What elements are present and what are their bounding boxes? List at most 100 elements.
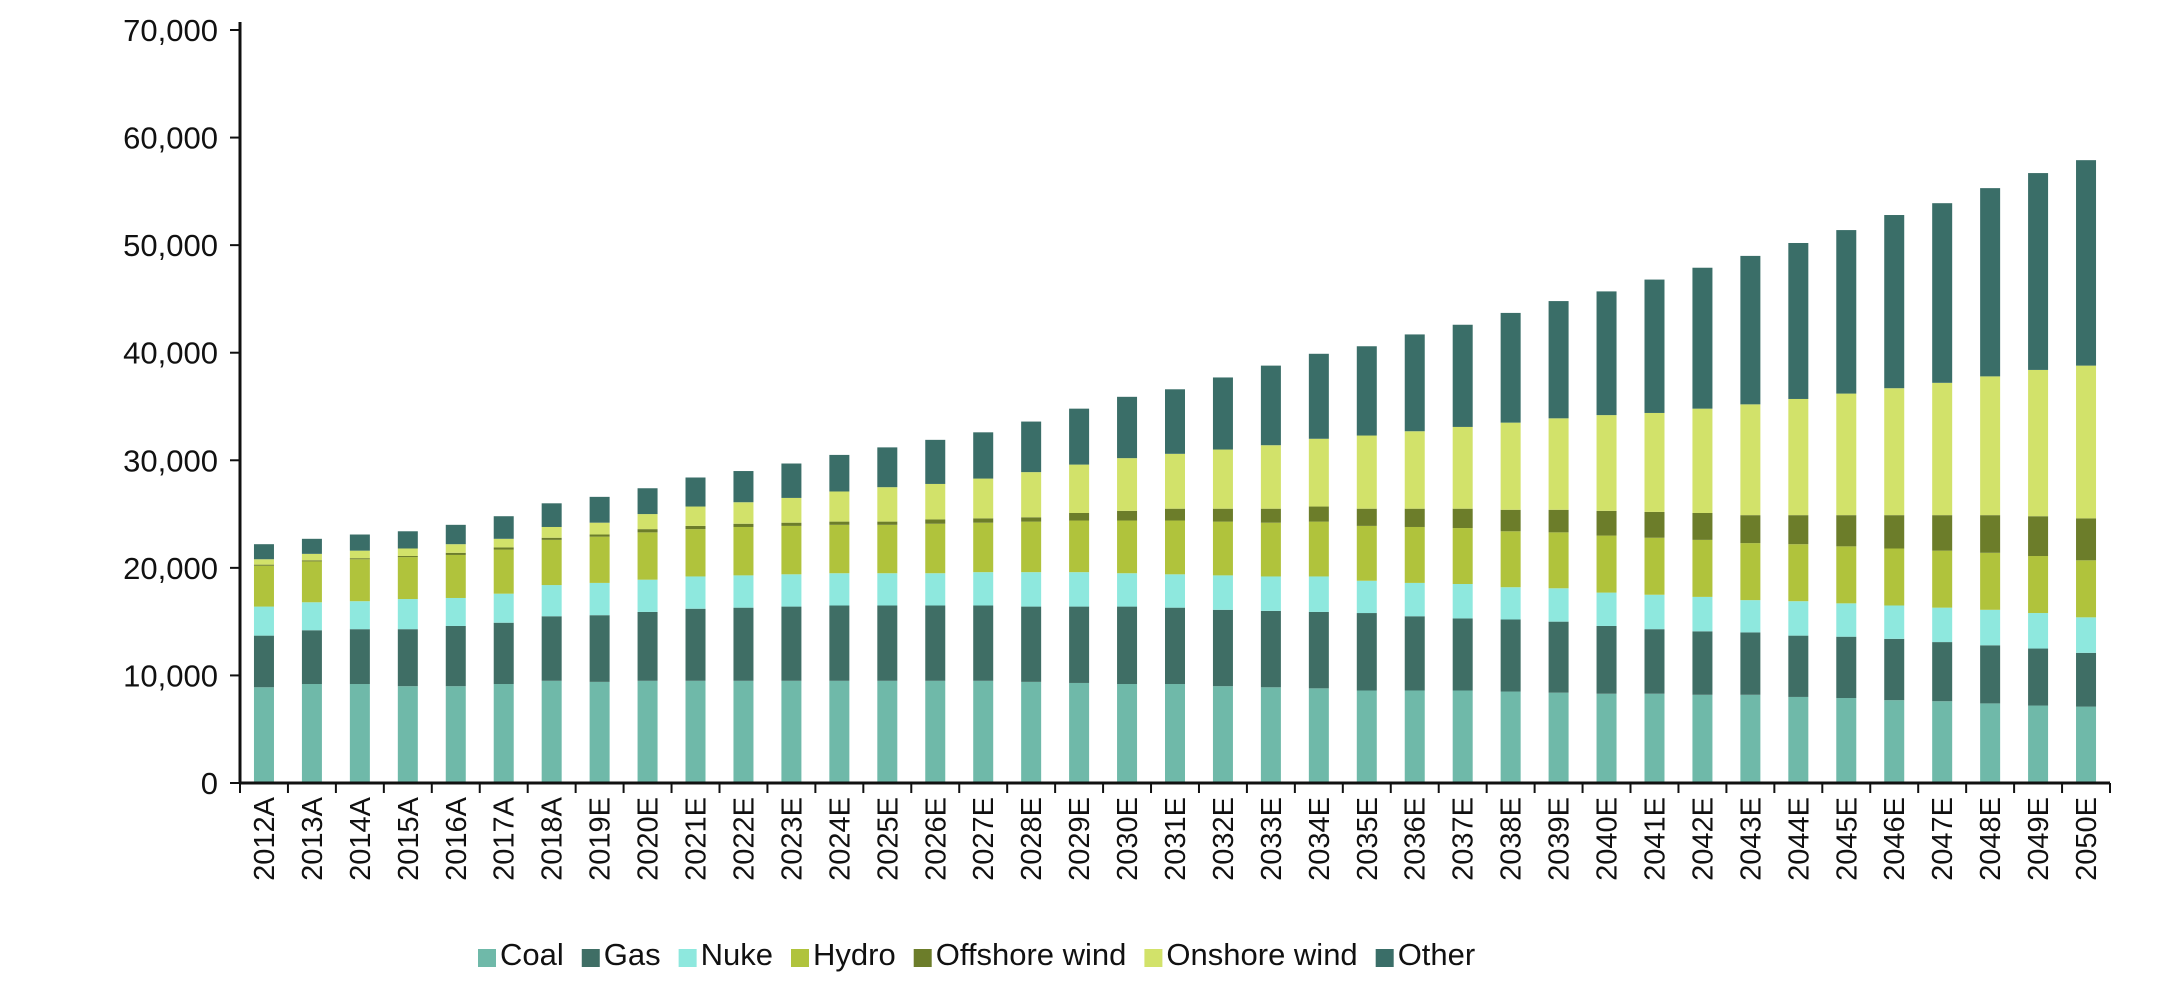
bar-segment-other-2012A: [253, 544, 274, 560]
bar-segment-onshore-wind-2047E: [1932, 382, 1953, 516]
bar-stack-2033E: [1260, 365, 1281, 783]
bar-segment-offshore-wind-2033E: [1260, 508, 1281, 523]
bar-segment-nuke-2028E: [1021, 572, 1042, 607]
bar-segment-other-2028E: [1021, 421, 1042, 473]
bar-segment-nuke-2021E: [685, 576, 706, 609]
bar-segment-coal-2022E: [733, 680, 754, 783]
x-tick-label: 2043E: [1735, 797, 1767, 881]
bar-segment-onshore-wind-2016A: [445, 544, 466, 553]
bar-segment-onshore-wind-2013A: [301, 553, 322, 561]
bar-segment-gas-2038E: [1500, 619, 1521, 692]
bar-stack-2047E: [1932, 203, 1953, 783]
bar-segment-onshore-wind-2019E: [589, 522, 610, 535]
bar-segment-other-2014A: [349, 534, 370, 551]
bar-stack-2022E: [733, 471, 754, 783]
bar-segment-onshore-wind-2039E: [1548, 418, 1569, 510]
x-tick-label: 2050E: [2071, 797, 2103, 881]
legend-label: Gas: [604, 937, 661, 972]
bar-segment-coal-2020E: [637, 680, 658, 783]
bar-segment-offshore-wind-2030E: [1117, 510, 1138, 521]
legend-swatch: [478, 949, 496, 967]
bar-segment-coal-2043E: [1740, 694, 1761, 783]
bar-stack-2014A: [349, 534, 370, 783]
bar-segment-coal-2047E: [1932, 701, 1953, 783]
bar-stack-2024E: [829, 454, 850, 783]
bar-segment-gas-2021E: [685, 608, 706, 681]
bar-segment-gas-2027E: [973, 605, 994, 681]
bar-segment-hydro-2013A: [301, 561, 322, 603]
bar-segment-other-2026E: [925, 439, 946, 484]
bar-segment-gas-2016A: [445, 625, 466, 687]
x-tick-label: 2017A: [489, 796, 521, 881]
bar-segment-coal-2032E: [1212, 686, 1233, 783]
bar-segment-gas-2035E: [1356, 613, 1377, 691]
bar-segment-other-2033E: [1260, 365, 1281, 446]
bar-segment-offshore-wind-2026E: [925, 519, 946, 524]
bar-segment-hydro-2025E: [877, 524, 898, 574]
bar-segment-coal-2042E: [1692, 694, 1713, 783]
bar-segment-coal-2028E: [1021, 681, 1042, 783]
bar-segment-other-2048E: [1980, 188, 2001, 377]
bar-segment-offshore-wind-2017A: [493, 547, 514, 550]
bar-segment-hydro-2039E: [1548, 532, 1569, 589]
x-tick-label: 2049E: [2023, 797, 2055, 881]
bar-segment-gas-2015A: [397, 629, 418, 687]
bar-segment-nuke-2040E: [1596, 592, 1617, 626]
bar-segment-gas-2037E: [1452, 618, 1473, 691]
bar-segment-onshore-wind-2021E: [685, 506, 706, 526]
bar-segment-gas-2026E: [925, 605, 946, 681]
x-tick-label: 2018A: [537, 796, 569, 881]
bar-segment-nuke-2017A: [493, 593, 514, 623]
bar-segment-hydro-2029E: [1069, 520, 1090, 573]
bar-segment-hydro-2046E: [1884, 548, 1905, 606]
bar-stack-2036E: [1404, 334, 1425, 783]
bar-segment-offshore-wind-2020E: [637, 529, 658, 533]
bar-segment-other-2046E: [1884, 215, 1905, 389]
bar-segment-hydro-2017A: [493, 549, 514, 594]
bar-stack-2049E: [2028, 173, 2049, 783]
bar-segment-gas-2046E: [1884, 638, 1905, 701]
bar-stack-2048E: [1980, 188, 2001, 783]
bar-segment-other-2043E: [1740, 255, 1761, 405]
bar-segment-hydro-2037E: [1452, 528, 1473, 584]
bar-segment-hydro-2030E: [1117, 520, 1138, 574]
x-tick-label: 2044E: [1783, 797, 1815, 881]
bar-segment-nuke-2012A: [253, 606, 274, 636]
x-tick-label: 2037E: [1448, 797, 1480, 881]
x-tick-label: 2039E: [1544, 797, 1576, 881]
bar-segment-coal-2014A: [349, 684, 370, 783]
bar-segment-onshore-wind-2033E: [1260, 445, 1281, 509]
x-tick-label: 2021E: [681, 797, 713, 881]
bar-segment-hydro-2022E: [733, 526, 754, 576]
bar-segment-other-2049E: [2028, 173, 2049, 370]
bar-segment-coal-2041E: [1644, 693, 1665, 783]
bar-segment-offshore-wind-2031E: [1165, 508, 1185, 521]
bar-stack-2037E: [1452, 324, 1473, 783]
bar-segment-hydro-2023E: [781, 525, 802, 575]
bar-segment-gas-2019E: [589, 615, 610, 682]
x-tick-label: 2023E: [776, 797, 808, 881]
bar-segment-offshore-wind-2015A: [397, 556, 418, 558]
bar-segment-hydro-2034E: [1308, 521, 1329, 577]
bar-segment-nuke-2030E: [1117, 573, 1138, 607]
x-tick-label: 2041E: [1639, 797, 1671, 881]
x-tick-label: 2024E: [824, 797, 856, 881]
x-tick-label: 2012A: [249, 796, 281, 881]
bar-segment-nuke-2015A: [397, 599, 418, 630]
bar-segment-coal-2044E: [1788, 696, 1809, 783]
x-tick-label: 2033E: [1256, 797, 1288, 881]
bar-segment-other-2042E: [1692, 267, 1713, 409]
bar-segment-coal-2019E: [589, 681, 610, 783]
bar-segment-gas-2014A: [349, 629, 370, 685]
bar-stack-2026E: [925, 439, 946, 783]
bar-stack-2044E: [1788, 242, 1809, 783]
bar-segment-other-2045E: [1836, 230, 1857, 394]
x-tick-label: 2022E: [728, 797, 760, 881]
bar-segment-onshore-wind-2042E: [1692, 408, 1713, 513]
bar-segment-gas-2017A: [493, 622, 514, 685]
y-tick-label: 60,000: [123, 121, 218, 156]
legend-item-offshore-wind: Offshore wind: [913, 937, 1126, 972]
y-tick-label: 50,000: [123, 228, 218, 263]
y-tick-label: 10,000: [123, 658, 218, 693]
bar-segment-gas-2048E: [1980, 645, 2001, 704]
